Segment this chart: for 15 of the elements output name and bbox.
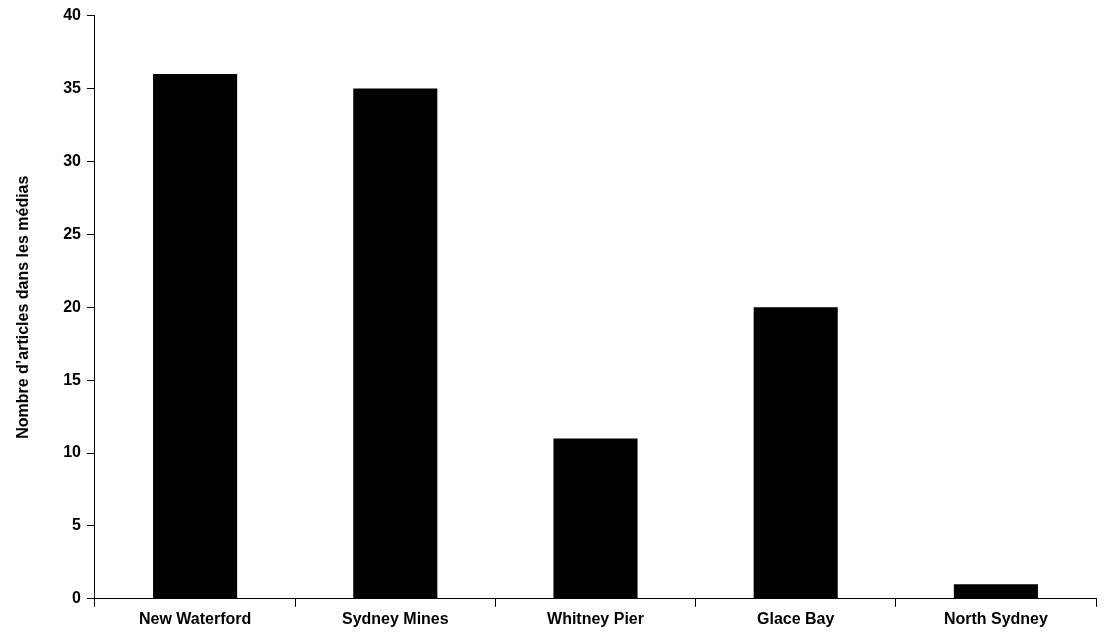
- y-tick-label: 10: [63, 443, 82, 461]
- y-tick-label: 0: [72, 589, 82, 607]
- y-tick-label: 35: [63, 78, 82, 96]
- y-tick-label: 40: [63, 6, 82, 24]
- y-tick-label: 20: [63, 297, 82, 315]
- x-tick-label: Glace Bay: [757, 609, 835, 627]
- y-tick-label: 25: [63, 224, 82, 242]
- x-tick-label: Whitney Pier: [547, 609, 644, 627]
- y-tick-label: 5: [72, 516, 82, 534]
- x-tick-label: New Waterford: [138, 609, 252, 627]
- x-tick-label: North Sydney: [943, 609, 1049, 627]
- y-axis-title: Nombre d’articles dans les médias: [14, 175, 32, 439]
- y-tick-label: 30: [63, 151, 82, 169]
- x-tick-label: Sydney Mines: [341, 609, 449, 627]
- y-tick-label: 15: [63, 370, 82, 388]
